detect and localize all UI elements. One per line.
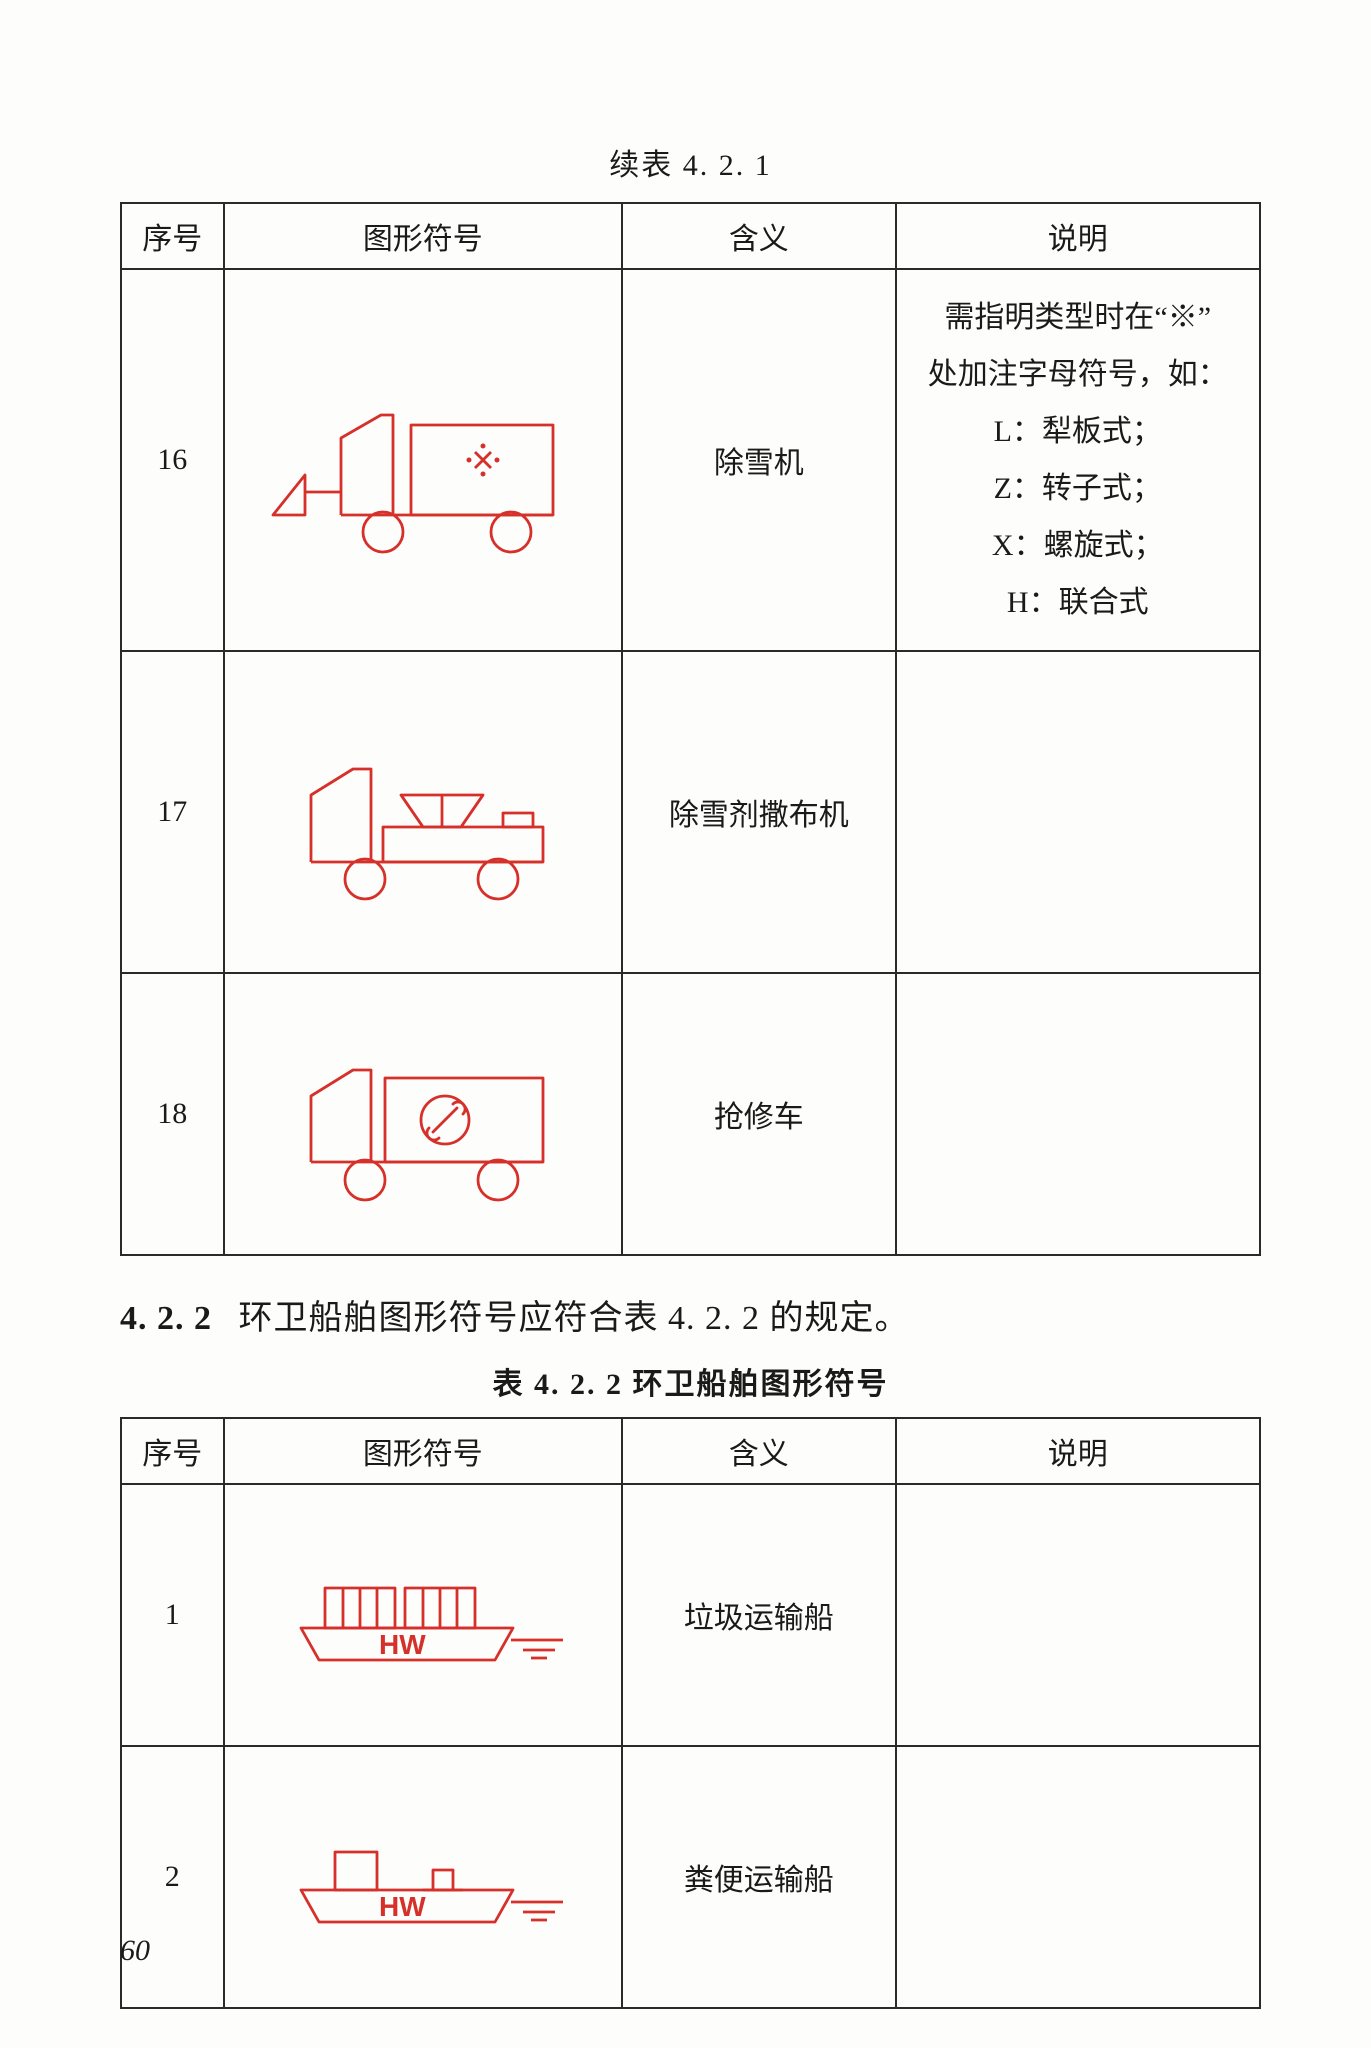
table1-caption: 续表 4. 2. 1 <box>120 140 1261 184</box>
garbage-ship-icon: HW <box>263 1540 583 1690</box>
t2-row1-symbol: HW <box>224 1484 623 1746</box>
t2-row1-meaning: 垃圾运输船 <box>622 1484 895 1746</box>
row16-desc-line: Z：转子式； <box>905 460 1252 517</box>
t2-row1-num: 1 <box>121 1484 224 1746</box>
table2-title: 表 4. 2. 2 环卫船舶图形符号 <box>120 1359 1261 1403</box>
hull-label: HW <box>379 1891 426 1922</box>
row16-num: 16 <box>121 269 224 651</box>
row18-symbol <box>224 973 623 1255</box>
table2-header-symbol: 图形符号 <box>224 1418 623 1484</box>
repair-truck-icon <box>273 1024 573 1204</box>
snow-plow-truck-icon <box>263 360 583 560</box>
deicer-spreader-truck-icon <box>273 717 573 907</box>
row16-desc-line: 需指明类型时在“※” <box>905 289 1252 346</box>
row17-symbol <box>224 651 623 973</box>
table-row: 18 <box>121 973 1260 1255</box>
row16-meaning: 除雪机 <box>622 269 895 651</box>
row16-desc-line: H：联合式 <box>905 574 1252 631</box>
table2-header-num: 序号 <box>121 1418 224 1484</box>
row16-desc-line: X：螺旋式； <box>905 517 1252 574</box>
row18-meaning: 抢修车 <box>622 973 895 1255</box>
t2-row2-num: 2 <box>121 1746 224 2008</box>
row16-desc: 需指明类型时在“※” 处加注字母符号，如： L：犁板式； Z：转子式； X：螺旋… <box>896 269 1261 651</box>
row16-desc-line: L：犁板式； <box>905 403 1252 460</box>
section-text: 环卫船舶图形符号应符合表 4. 2. 2 的规定。 <box>239 1300 910 1337</box>
hull-label: HW <box>379 1629 426 1660</box>
row18-desc <box>896 973 1261 1255</box>
table-row: 2 HW <box>121 1746 1260 2008</box>
table-row: 17 <box>121 651 1260 973</box>
sewage-ship-icon: HW <box>263 1802 583 1952</box>
table-row: 1 HW <box>121 1484 1260 1746</box>
table1-header-symbol: 图形符号 <box>224 203 623 269</box>
row18-num: 18 <box>121 973 224 1255</box>
t2-row1-desc <box>896 1484 1261 1746</box>
table1-header-meaning: 含义 <box>622 203 895 269</box>
t2-row2-meaning: 粪便运输船 <box>622 1746 895 2008</box>
row17-desc <box>896 651 1261 973</box>
t2-row2-desc <box>896 1746 1261 2008</box>
row16-desc-line: 处加注字母符号，如： <box>905 346 1252 403</box>
table2-header-meaning: 含义 <box>622 1418 895 1484</box>
table1-header-desc: 说明 <box>896 203 1261 269</box>
section-number: 4. 2. 2 <box>120 1300 212 1337</box>
row17-num: 17 <box>121 651 224 973</box>
t2-row2-symbol: HW <box>224 1746 623 2008</box>
table1-header-num: 序号 <box>121 203 224 269</box>
row17-meaning: 除雪剂撒布机 <box>622 651 895 973</box>
section-4-2-2: 4. 2. 2 环卫船舶图形符号应符合表 4. 2. 2 的规定。 <box>120 1290 1261 1339</box>
table1: 序号 图形符号 含义 说明 16 <box>120 202 1261 1256</box>
table2-header-desc: 说明 <box>896 1418 1261 1484</box>
row16-symbol <box>224 269 623 651</box>
table2: 序号 图形符号 含义 说明 1 HW <box>120 1417 1261 2009</box>
table-row: 16 <box>121 269 1260 651</box>
page-number: 60 <box>120 1934 150 1968</box>
